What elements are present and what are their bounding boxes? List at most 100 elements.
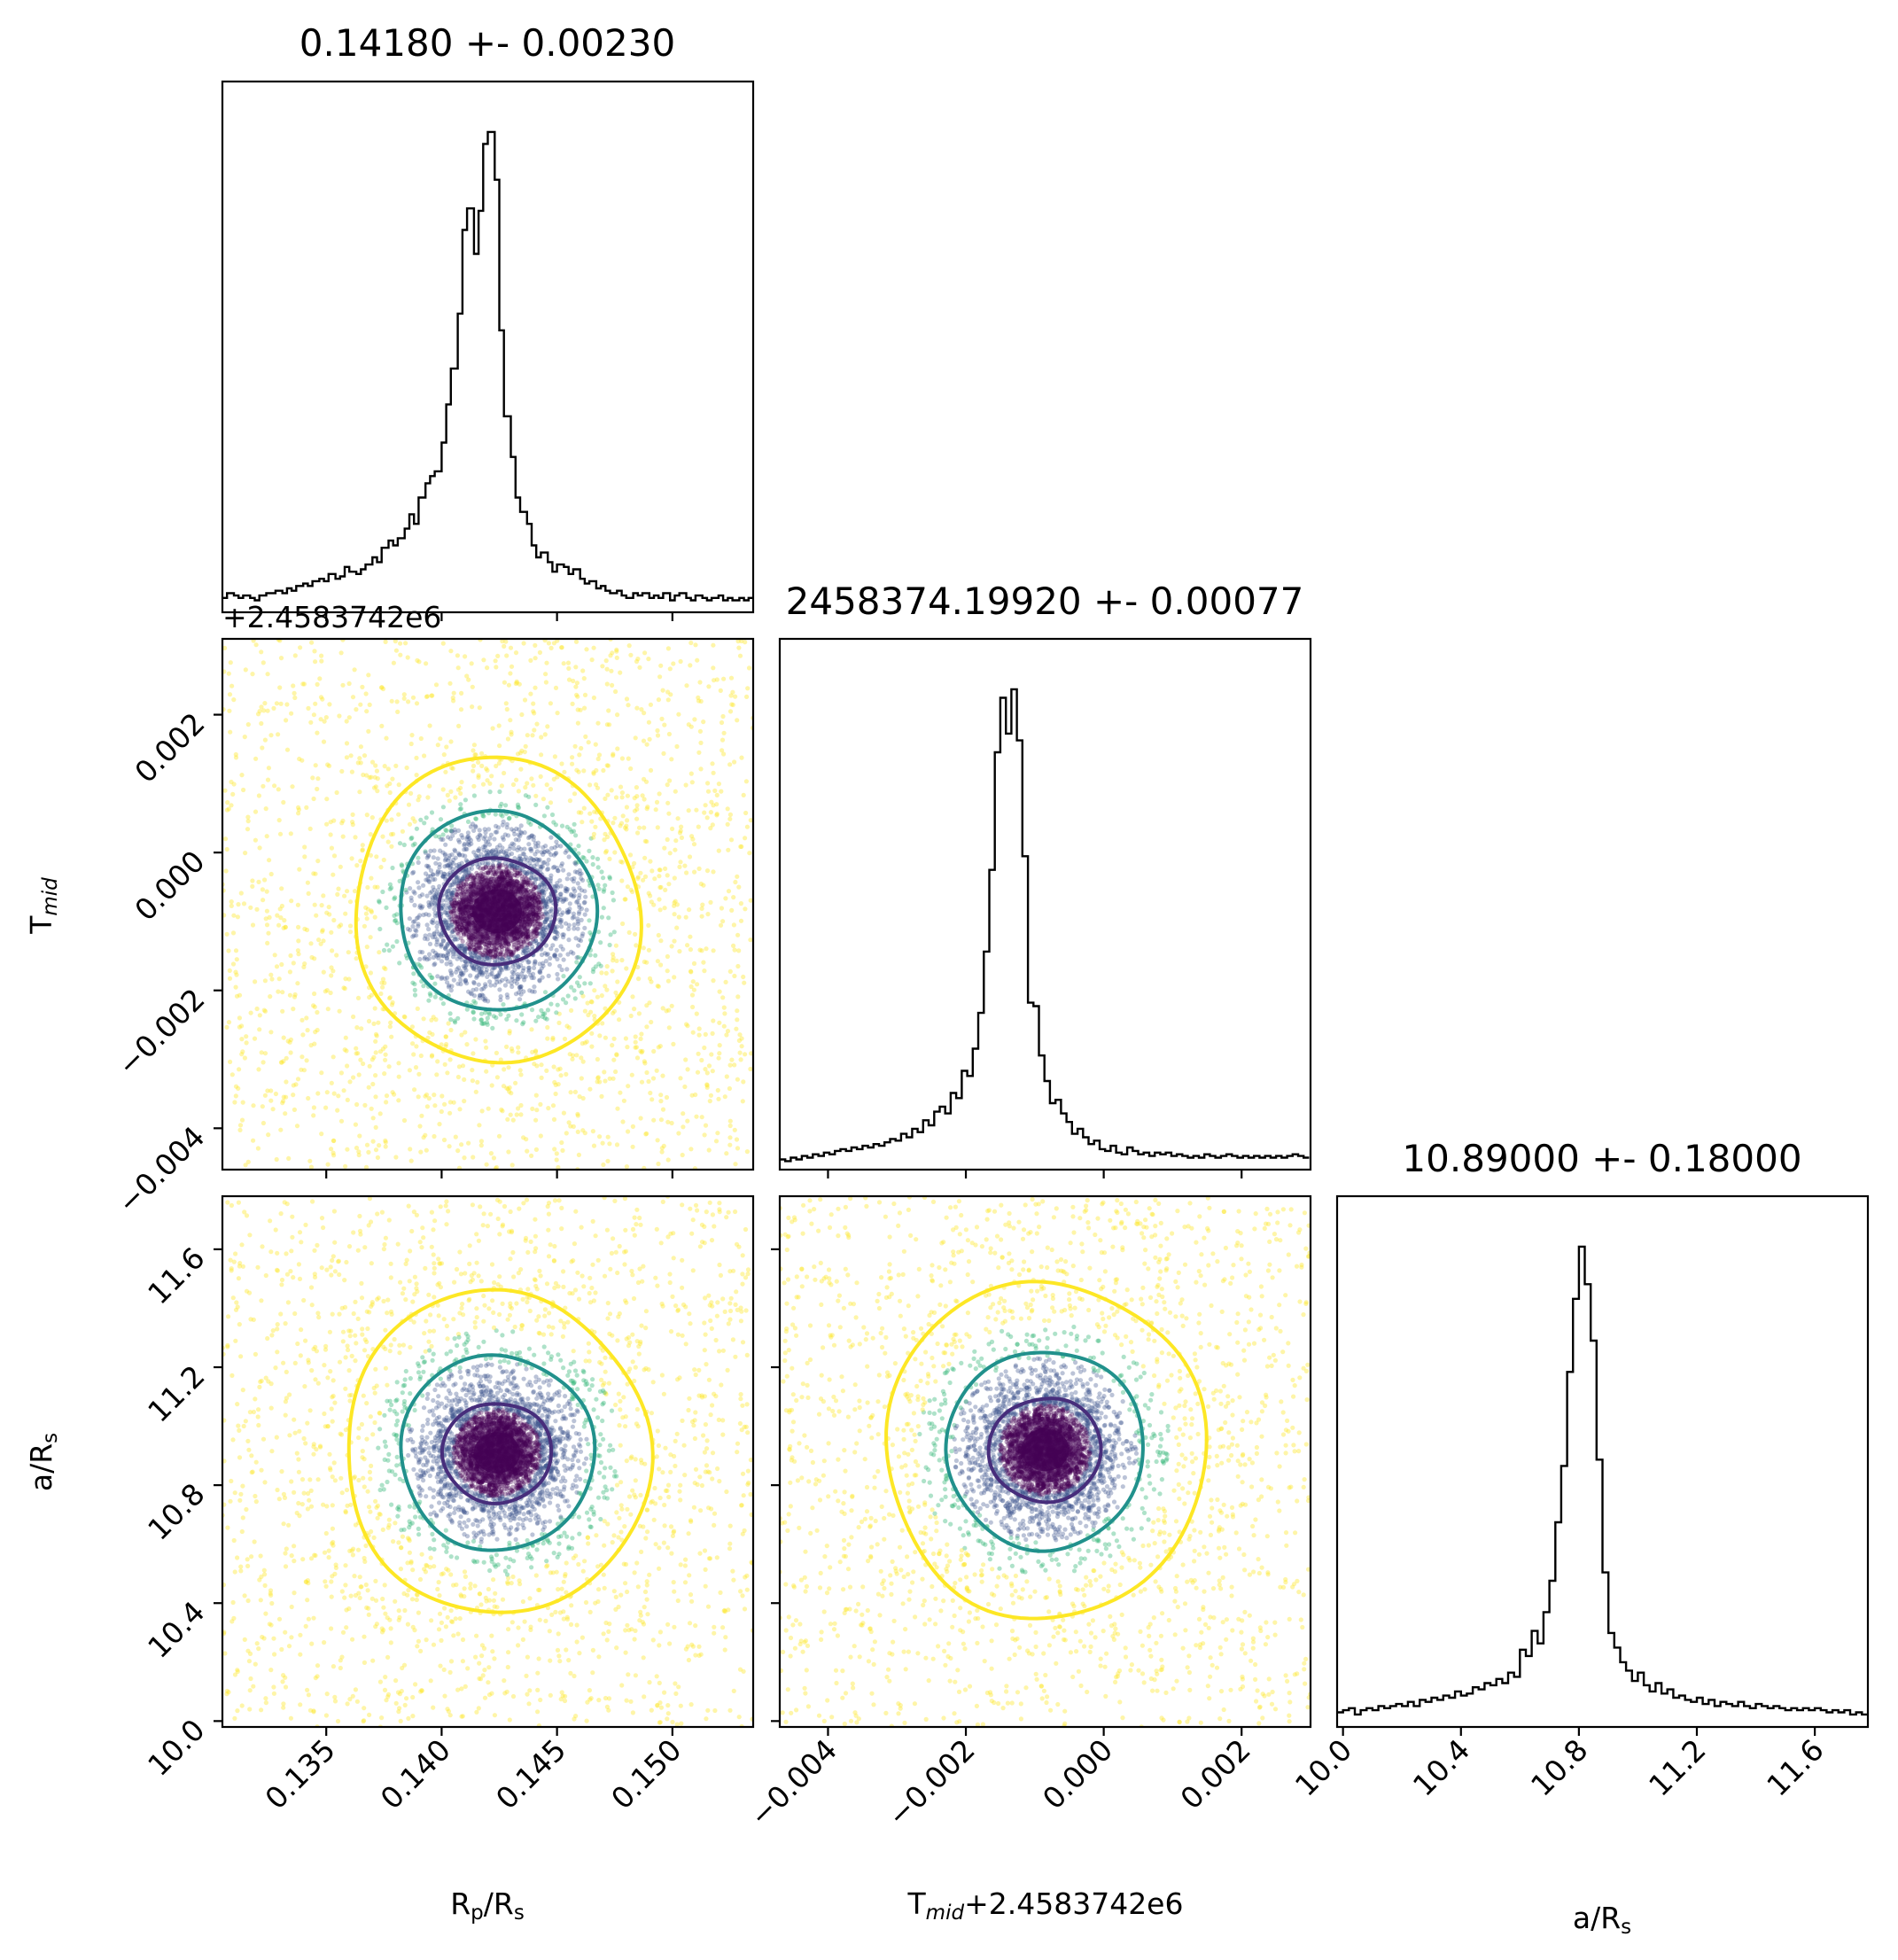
sample-point	[677, 830, 683, 836]
sample-point	[301, 964, 307, 969]
sample-point	[567, 901, 572, 906]
sample-point	[485, 778, 490, 783]
sample-point	[560, 910, 565, 915]
sample-point	[518, 823, 524, 828]
sample-point	[295, 1077, 301, 1082]
sample-point	[611, 952, 616, 957]
sample-point	[529, 931, 534, 937]
sample-point	[413, 1065, 419, 1070]
sample-point	[318, 941, 323, 946]
sample-point	[373, 784, 378, 789]
sample-point	[473, 816, 479, 821]
sample-point	[313, 701, 318, 706]
sample-point	[483, 984, 488, 989]
sample-point	[603, 1006, 608, 1011]
sample-point	[537, 925, 543, 930]
sample-point	[265, 940, 270, 945]
sample-point	[468, 873, 473, 878]
sample-point	[503, 701, 509, 706]
sample-point	[449, 882, 455, 888]
sample-point	[416, 855, 421, 860]
sample-point	[517, 975, 523, 980]
sample-point	[497, 955, 502, 961]
sample-point	[716, 1055, 721, 1061]
sample-point	[452, 887, 457, 893]
sample-point	[188, 949, 192, 953]
sample-point	[566, 909, 572, 914]
sample-point	[737, 653, 743, 658]
sample-point	[423, 871, 429, 876]
sample-point	[514, 874, 520, 879]
sample-point	[566, 677, 572, 682]
sample-point	[591, 645, 596, 650]
sample-point	[575, 707, 580, 712]
sample-point	[226, 1020, 232, 1025]
sample-point	[498, 1012, 503, 1017]
sample-point	[448, 988, 454, 993]
sample-point	[443, 945, 448, 951]
sample-point	[524, 871, 530, 876]
sample-point	[644, 1003, 650, 1008]
sample-point	[472, 947, 478, 953]
sample-point	[351, 1075, 356, 1080]
sample-point	[512, 978, 517, 984]
sample-point	[499, 1107, 504, 1112]
sample-point	[261, 660, 266, 665]
sample-point	[447, 926, 452, 931]
sample-point	[646, 891, 651, 896]
sample-point	[480, 993, 486, 999]
sample-point	[697, 728, 704, 735]
sample-point	[511, 944, 517, 950]
sample-point	[486, 946, 491, 952]
sample-point	[591, 770, 596, 775]
sample-point	[571, 828, 577, 834]
sample-point	[432, 981, 438, 986]
sample-point	[526, 794, 532, 799]
sample-point	[551, 1116, 557, 1122]
sample-point	[371, 1021, 377, 1026]
sample-point	[453, 937, 458, 942]
sample-point	[518, 984, 524, 990]
sample-point	[486, 869, 491, 875]
sample-point	[543, 911, 548, 916]
sample-point	[396, 1617, 401, 1622]
sample-point	[420, 950, 425, 955]
sample-point	[666, 811, 672, 816]
sample-point	[579, 871, 584, 876]
sample-point	[507, 1031, 512, 1036]
sample-point	[471, 1051, 476, 1056]
sample-point	[369, 774, 374, 780]
sample-point	[233, 984, 238, 990]
sample-point	[469, 936, 474, 941]
sample-point	[543, 898, 548, 904]
sample-point	[687, 854, 693, 859]
sample-point	[423, 933, 428, 938]
sample-point	[483, 996, 488, 1001]
sample-point	[484, 766, 489, 772]
sample-point	[521, 1135, 526, 1140]
sample-point	[277, 831, 284, 836]
sample-point	[491, 869, 497, 875]
sample-point	[486, 947, 491, 953]
sample-point	[446, 952, 451, 957]
sample-point	[382, 1071, 387, 1077]
sample-point	[734, 1026, 739, 1031]
sample-point	[548, 1001, 554, 1007]
sample-point	[516, 805, 521, 810]
sample-point	[525, 936, 531, 941]
sample-point	[380, 1046, 385, 1052]
sample-point	[483, 861, 488, 867]
sample-point	[452, 827, 457, 833]
sample-point	[572, 1089, 579, 1094]
sample-point	[412, 903, 417, 908]
sample-point	[727, 709, 734, 714]
sample-point	[235, 914, 240, 920]
sample-point	[510, 950, 517, 955]
sample-point	[730, 689, 735, 695]
sample-point	[322, 719, 327, 724]
sample-point	[296, 811, 301, 816]
sample-point	[580, 1059, 586, 1064]
sample-point	[397, 878, 402, 884]
sample-point	[638, 1339, 643, 1344]
sample-point	[465, 841, 471, 846]
